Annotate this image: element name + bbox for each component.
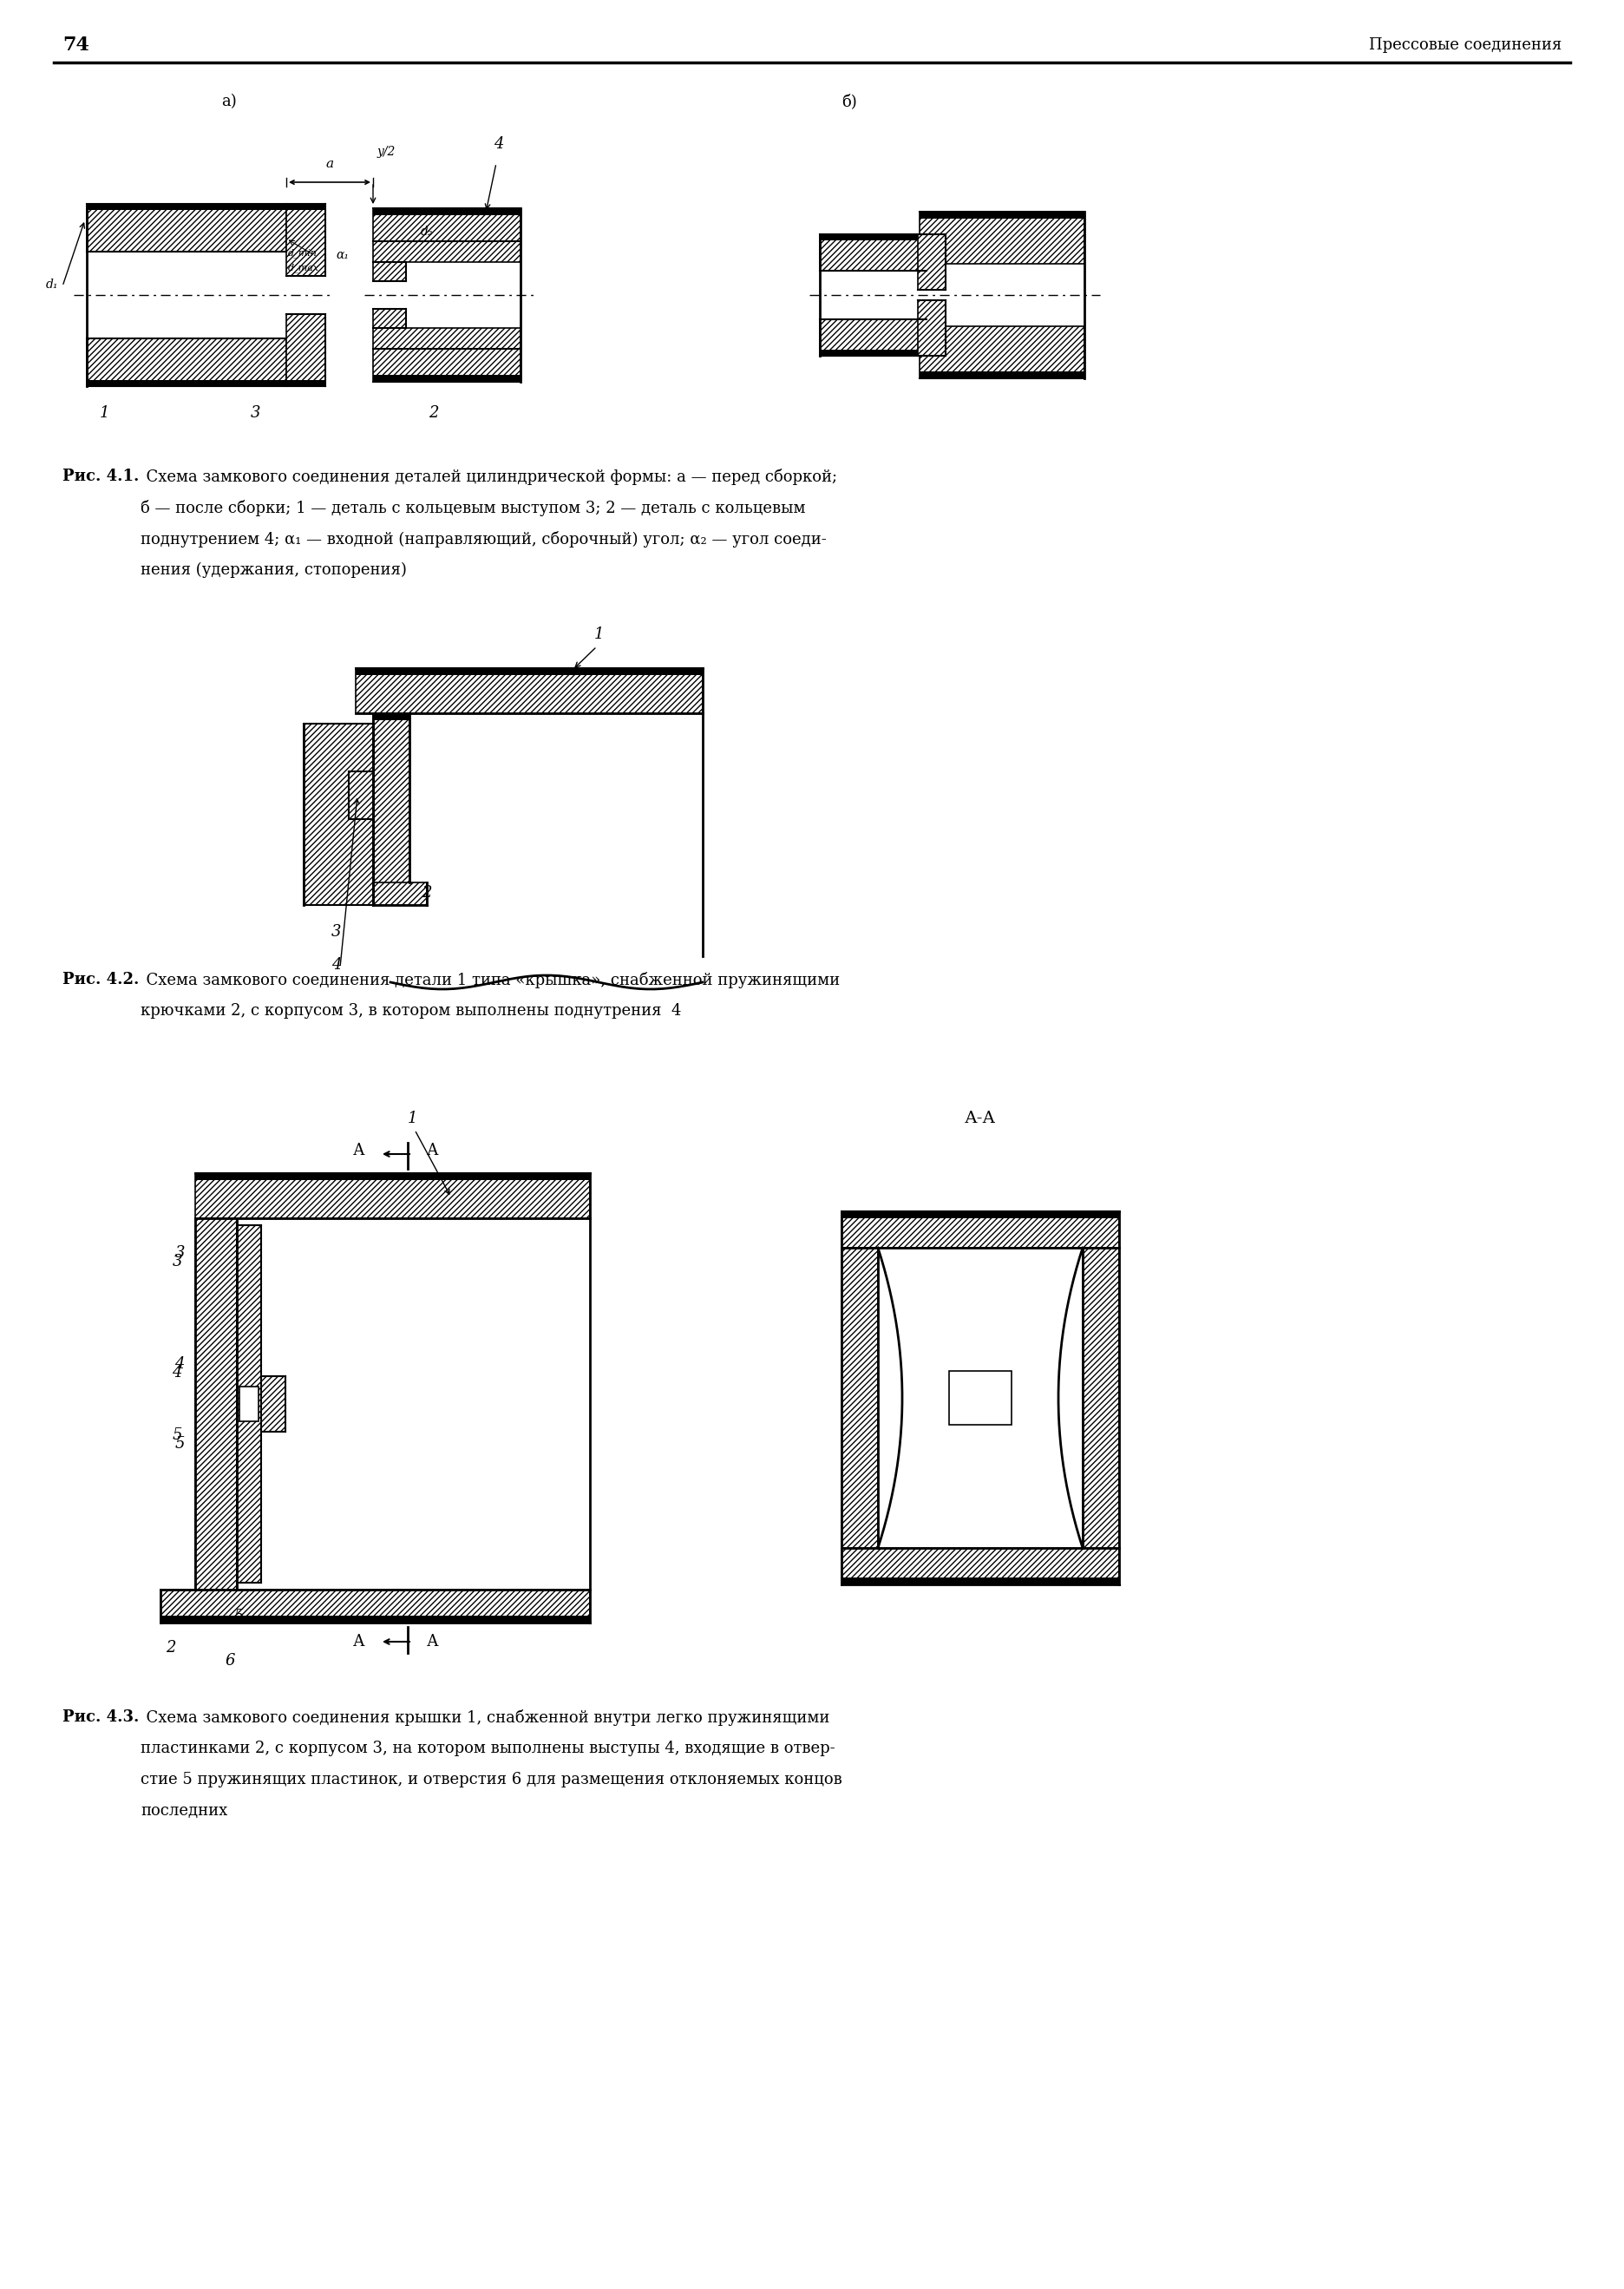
Text: d_max: d_max bbox=[287, 263, 320, 272]
Text: нения (удержания, стопорения): нения (удержания, стопорения) bbox=[141, 563, 406, 579]
Text: Прессовые соединения: Прессовые соединения bbox=[1369, 37, 1562, 53]
Text: 2: 2 bbox=[166, 1639, 175, 1655]
Bar bbox=[918, 233, 945, 291]
Text: Рис. 4.2.: Рис. 4.2. bbox=[62, 973, 140, 987]
Bar bbox=[374, 375, 521, 382]
Text: б — после сборки; 1 — деталь с кольцевым выступом 3; 2 — деталь с кольцевым: б — после сборки; 1 — деталь с кольцевым… bbox=[141, 499, 806, 517]
Bar bbox=[349, 771, 374, 819]
Text: 2: 2 bbox=[429, 405, 438, 421]
Text: Схема замкового соединения крышки 1, снабженной внутри легко пружинящими: Схема замкового соединения крышки 1, сна… bbox=[136, 1710, 830, 1726]
Text: d_min: d_min bbox=[287, 250, 317, 259]
Text: стие 5 пружинящих пластинок, и отверстия 6 для размещения отклоняемых концов: стие 5 пружинящих пластинок, и отверстия… bbox=[141, 1772, 843, 1788]
Bar bbox=[374, 208, 521, 215]
Bar bbox=[195, 1174, 590, 1181]
Text: a: a bbox=[326, 158, 333, 169]
Text: пластинками 2, с корпусом 3, на котором выполнены выступы 4, входящие в отвер-: пластинками 2, с корпусом 3, на котором … bbox=[141, 1740, 835, 1756]
Bar bbox=[1083, 1248, 1119, 1547]
Text: 5: 5 bbox=[172, 1428, 182, 1442]
Bar bbox=[374, 327, 521, 382]
Bar bbox=[161, 1589, 590, 1623]
Text: А: А bbox=[427, 1142, 438, 1158]
Text: А: А bbox=[427, 1634, 438, 1650]
Bar bbox=[161, 1616, 590, 1623]
Bar bbox=[261, 1376, 286, 1431]
Bar bbox=[918, 300, 945, 355]
Text: d₂: d₂ bbox=[421, 227, 434, 238]
Bar bbox=[86, 204, 286, 211]
Bar bbox=[374, 884, 427, 904]
Bar bbox=[356, 668, 703, 714]
Text: 1: 1 bbox=[99, 405, 109, 421]
Text: y/2: y/2 bbox=[377, 146, 396, 158]
Text: поднутрением 4; α₁ — входной (направляющий, сборочный) угол; α₂ — угол соеди-: поднутрением 4; α₁ — входной (направляющ… bbox=[141, 531, 827, 547]
Text: 2: 2 bbox=[422, 886, 432, 900]
Text: А: А bbox=[352, 1142, 364, 1158]
Bar bbox=[374, 714, 409, 721]
Text: 5: 5 bbox=[175, 1435, 185, 1451]
Text: 3: 3 bbox=[252, 405, 261, 421]
Text: 3: 3 bbox=[175, 1245, 185, 1261]
Bar bbox=[841, 1547, 1119, 1584]
Text: d₁: d₁ bbox=[45, 279, 58, 291]
Bar bbox=[195, 1218, 237, 1589]
Bar bbox=[304, 723, 374, 904]
Text: А-А: А-А bbox=[965, 1110, 996, 1126]
Bar bbox=[356, 668, 703, 675]
Text: 3: 3 bbox=[331, 925, 341, 941]
Text: 1: 1 bbox=[408, 1110, 417, 1126]
Bar bbox=[286, 314, 325, 387]
Text: 4: 4 bbox=[331, 957, 341, 973]
Bar bbox=[841, 1211, 1119, 1218]
Text: 5: 5 bbox=[234, 1609, 244, 1625]
Bar bbox=[919, 327, 1085, 378]
Text: Рис. 4.3.: Рис. 4.3. bbox=[62, 1710, 140, 1726]
Bar bbox=[841, 1577, 1119, 1584]
Bar bbox=[86, 204, 286, 252]
Bar bbox=[919, 211, 1085, 263]
Text: последних: последних bbox=[141, 1804, 227, 1820]
Bar bbox=[841, 1211, 1119, 1248]
Text: Схема замкового соединения детали 1 типа «крышка», снабженной пружинящими: Схема замкового соединения детали 1 типа… bbox=[136, 973, 840, 989]
Text: А: А bbox=[352, 1634, 364, 1650]
Bar bbox=[374, 309, 406, 327]
Bar bbox=[820, 318, 927, 355]
Text: 1: 1 bbox=[594, 627, 604, 643]
Text: Рис. 4.1.: Рис. 4.1. bbox=[62, 469, 140, 485]
Bar bbox=[195, 1174, 590, 1218]
Text: 3: 3 bbox=[172, 1254, 182, 1270]
Text: б): б) bbox=[841, 94, 857, 110]
Bar bbox=[820, 350, 927, 355]
Text: 4: 4 bbox=[175, 1355, 185, 1371]
Bar bbox=[286, 204, 325, 277]
Text: 6: 6 bbox=[224, 1653, 235, 1669]
Bar bbox=[86, 380, 286, 387]
Bar bbox=[286, 380, 325, 387]
Bar bbox=[820, 233, 927, 270]
Bar bbox=[374, 208, 521, 261]
Bar bbox=[239, 1387, 258, 1421]
Text: а): а) bbox=[221, 94, 237, 110]
Bar bbox=[237, 1225, 261, 1582]
Bar bbox=[948, 1371, 1012, 1424]
Bar bbox=[374, 714, 409, 902]
Bar bbox=[919, 211, 1085, 220]
Bar bbox=[841, 1248, 879, 1547]
Bar bbox=[919, 371, 1085, 378]
Text: α₁: α₁ bbox=[336, 250, 349, 261]
Text: крючками 2, с корпусом 3, в котором выполнены поднутрения  4: крючками 2, с корпусом 3, в котором выпо… bbox=[141, 1003, 682, 1019]
Bar bbox=[820, 233, 927, 240]
Text: Схема замкового соединения деталей цилиндрической формы: а — перед сборкой;: Схема замкового соединения деталей цилин… bbox=[136, 469, 838, 485]
Text: 4: 4 bbox=[172, 1364, 182, 1380]
Bar bbox=[286, 204, 325, 211]
Text: 74: 74 bbox=[62, 37, 89, 55]
Bar bbox=[86, 339, 286, 387]
Bar bbox=[374, 261, 406, 282]
Text: 4: 4 bbox=[494, 137, 503, 151]
